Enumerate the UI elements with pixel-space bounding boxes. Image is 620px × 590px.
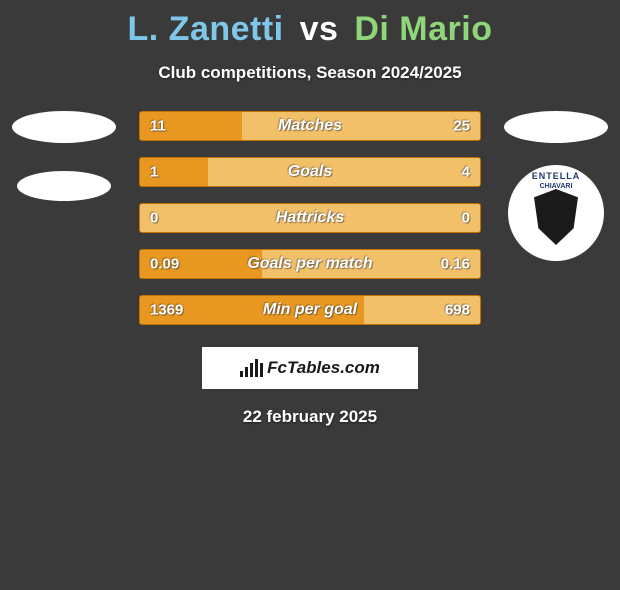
- right-club-badge-1: [504, 111, 608, 143]
- club-badge-text: ENTELLA: [532, 171, 581, 181]
- right-club-badge-2: ENTELLA CHIAVARI: [508, 165, 604, 261]
- brand-text: FcTables.com: [267, 358, 380, 378]
- left-badge-column: [9, 111, 119, 325]
- stat-label: Hattricks: [276, 209, 344, 227]
- stat-right-value: 4: [462, 164, 470, 181]
- stat-row: 11 Matches 25: [139, 111, 481, 141]
- stat-row: 0.09 Goals per match 0.16: [139, 249, 481, 279]
- club-emblem-icon: [534, 189, 578, 245]
- comparison-title: L. Zanetti vs Di Mario: [0, 10, 620, 49]
- club-badge-subtext: CHIAVARI: [540, 183, 573, 190]
- left-club-badge-1: [12, 111, 116, 143]
- bar-chart-icon: [240, 359, 263, 377]
- stat-row: 1 Goals 4: [139, 157, 481, 187]
- stat-row: 1369 Min per goal 698: [139, 295, 481, 325]
- right-badge-column: ENTELLA CHIAVARI: [501, 111, 611, 325]
- vs-text: vs: [300, 10, 339, 48]
- player2-name: Di Mario: [354, 10, 492, 48]
- stat-label: Goals per match: [247, 255, 372, 273]
- stat-label: Goals: [288, 163, 332, 181]
- stat-right-value: 0.16: [441, 256, 470, 273]
- stat-right-value: 25: [453, 118, 470, 135]
- stat-left-value: 0: [150, 210, 158, 227]
- stat-right-value: 698: [445, 302, 470, 319]
- player1-name: L. Zanetti: [128, 10, 284, 48]
- stat-row: 0 Hattricks 0: [139, 203, 481, 233]
- stat-label: Matches: [278, 117, 342, 135]
- left-club-badge-2: [17, 171, 111, 201]
- stats-area: 11 Matches 25 1 Goals 4 0 Hattricks 0 0.09 Goals p…: [0, 111, 620, 325]
- stat-left-value: 11: [150, 118, 166, 135]
- stat-right-value: 0: [462, 210, 470, 227]
- date-text: 22 february 2025: [0, 407, 620, 427]
- stat-label: Min per goal: [263, 301, 357, 319]
- stat-left-value: 0.09: [150, 256, 179, 273]
- stat-left-value: 1: [150, 164, 158, 181]
- brand-box[interactable]: FcTables.com: [202, 347, 418, 389]
- subtitle: Club competitions, Season 2024/2025: [0, 63, 620, 83]
- stat-left-value: 1369: [150, 302, 183, 319]
- comparison-bars: 11 Matches 25 1 Goals 4 0 Hattricks 0 0.09 Goals p…: [139, 111, 481, 325]
